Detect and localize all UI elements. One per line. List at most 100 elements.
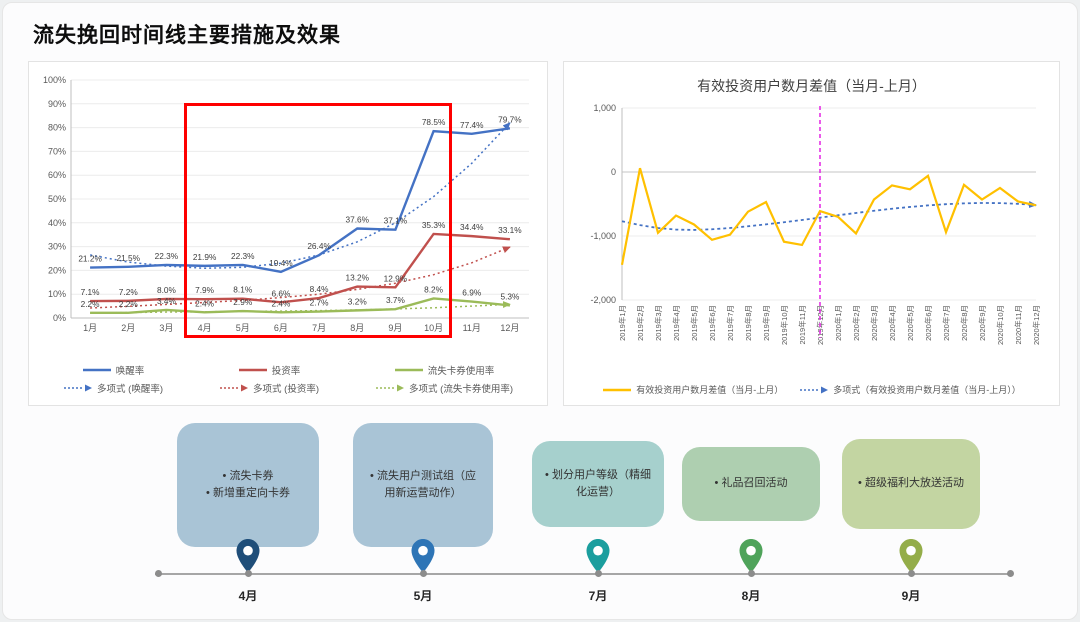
svg-text:2019年4月: 2019年4月: [671, 305, 681, 341]
svg-text:19.4%: 19.4%: [269, 258, 293, 268]
milestone-box: • 流失卡券 • 新增重定向卡券: [177, 423, 319, 547]
svg-text:26.4%: 26.4%: [307, 241, 331, 251]
milestone-box: • 礼品召回活动: [682, 447, 820, 521]
svg-text:7月: 7月: [312, 323, 326, 333]
timeline-line: [155, 573, 1011, 575]
svg-text:3.2%: 3.2%: [348, 296, 368, 306]
svg-text:8.2%: 8.2%: [424, 284, 444, 294]
page-title: 流失挽回时间线主要措施及效果: [33, 24, 341, 47]
timeline-month-label: 8月: [741, 589, 761, 603]
svg-text:6.6%: 6.6%: [271, 288, 291, 298]
svg-text:7.9%: 7.9%: [195, 285, 215, 295]
svg-text:-2,000: -2,000: [590, 295, 616, 305]
svg-text:2.4%: 2.4%: [195, 298, 215, 308]
svg-text:2019年7月: 2019年7月: [725, 305, 735, 341]
svg-text:33.1%: 33.1%: [498, 225, 522, 235]
diff-chart-title: 有效投资用户数月差值（当月-上月）: [697, 78, 926, 94]
milestone-item: • 划分用户等级（精细化运营）: [545, 468, 651, 498]
svg-text:2020年6月: 2020年6月: [923, 305, 933, 341]
svg-text:37.1%: 37.1%: [384, 216, 408, 226]
recall-chart-panel: 0% 10% 20% 30% 40% 50% 60% 70% 80% 90% 100% 1月 2月 3月 4…: [28, 61, 548, 406]
legend-item: 投资率: [238, 363, 300, 377]
svg-text:9月: 9月: [388, 323, 402, 333]
map-pin-icon: [236, 539, 260, 573]
timeline-month-label: 9月: [901, 589, 921, 603]
legend-label: 有效投资用户数月差值（当月-上月）: [636, 385, 784, 395]
milestone-item: • 流失卡券: [222, 469, 274, 482]
legend-item: 多项式 (投资率): [219, 381, 319, 395]
timeline-node-dot: [907, 570, 915, 577]
svg-text:50%: 50%: [48, 194, 66, 204]
diff-chart-canvas: 1,000 0 -1,000 -2,000 2019年1月 2019年2月 2019年3月 2…: [570, 100, 1053, 379]
svg-text:2019年1月: 2019年1月: [617, 305, 627, 341]
svg-text:70%: 70%: [48, 146, 66, 156]
timeline-end-dot: [1007, 570, 1014, 577]
svg-text:2.9%: 2.9%: [233, 297, 253, 307]
svg-text:21.5%: 21.5%: [116, 253, 140, 263]
svg-text:2020年4月: 2020年4月: [887, 305, 897, 341]
recall-chart-canvas: 0% 10% 20% 30% 40% 50% 60% 70% 80% 90% 100% 1月 2月 3月 4…: [35, 66, 541, 343]
milestone-box: • 划分用户等级（精细化运营）: [532, 441, 664, 527]
svg-text:21.9%: 21.9%: [193, 252, 217, 262]
svg-text:90%: 90%: [48, 99, 66, 109]
line-swatch-icon: [394, 368, 423, 372]
svg-text:5.3%: 5.3%: [500, 291, 520, 301]
milestone-item: • 流失用户测试组（应用新运营动作）: [370, 469, 476, 499]
line-swatch-icon: [238, 368, 267, 372]
svg-text:6.9%: 6.9%: [462, 288, 482, 298]
legend-item: 多项式 (唤醒率): [63, 381, 163, 395]
trend-line-swatch-icon: [220, 384, 249, 392]
svg-text:2020年12月: 2020年12月: [1031, 305, 1041, 345]
svg-text:2019年3月: 2019年3月: [653, 305, 663, 341]
svg-text:5月: 5月: [236, 323, 250, 333]
recall-legend-row-1: 唤醒率 投资率 流失卡券使用率: [35, 363, 541, 377]
legend-item: 唤醒率: [82, 363, 144, 377]
svg-text:2020年1月: 2020年1月: [833, 305, 843, 341]
svg-text:12月: 12月: [500, 323, 519, 333]
svg-text:35.3%: 35.3%: [422, 220, 446, 230]
timeline-node-dot: [244, 570, 252, 577]
recall-chart-svg: 0% 10% 20% 30% 40% 50% 60% 70% 80% 90% 100% 1月 2月 3月 4…: [43, 75, 529, 333]
line-swatch-icon: [603, 388, 632, 391]
svg-text:37.6%: 37.6%: [345, 215, 369, 225]
svg-text:2019年5月: 2019年5月: [689, 305, 699, 341]
milestone-item: • 礼品召回活动: [714, 477, 788, 490]
svg-text:8月: 8月: [350, 323, 364, 333]
svg-text:30%: 30%: [48, 242, 66, 252]
svg-text:2.2%: 2.2%: [81, 299, 101, 309]
milestone-item: • 超级福利大放送活动: [858, 477, 964, 490]
svg-text:2020年5月: 2020年5月: [905, 305, 915, 341]
svg-text:3.7%: 3.7%: [386, 295, 406, 305]
svg-text:2019年8月: 2019年8月: [743, 305, 753, 341]
svg-text:8.0%: 8.0%: [157, 285, 177, 295]
milestone-box: • 超级福利大放送活动: [842, 439, 980, 529]
legend-label: 流失卡券使用率: [427, 366, 495, 377]
svg-text:1,000: 1,000: [593, 103, 616, 113]
svg-text:12.9%: 12.9%: [384, 273, 408, 283]
legend-label: 多项式 (投资率): [253, 384, 319, 395]
svg-text:3.4%: 3.4%: [157, 296, 177, 306]
svg-text:77.4%: 77.4%: [460, 120, 484, 130]
svg-text:22.3%: 22.3%: [155, 251, 179, 261]
svg-text:100%: 100%: [43, 75, 66, 85]
map-pin-icon: [739, 539, 763, 573]
milestone-box: • 流失用户测试组（应用新运营动作）: [353, 423, 493, 547]
svg-text:-1,000: -1,000: [590, 231, 616, 241]
timeline-node-dot: [419, 570, 427, 577]
map-pin-icon: [899, 539, 923, 573]
svg-text:78.5%: 78.5%: [422, 117, 446, 127]
svg-text:6月: 6月: [274, 323, 288, 333]
legend-label: 多项式（有效投资用户数月差值（当月-上月））: [833, 385, 1021, 395]
svg-text:8.4%: 8.4%: [310, 284, 330, 294]
svg-text:22.3%: 22.3%: [231, 251, 255, 261]
investment-diff-panel: 有效投资用户数月差值（当月-上月） 1,000 0 -1,000 -2,000 2019…: [563, 61, 1060, 406]
legend-item: 多项式（有效投资用户数月差值（当月-上月））: [799, 383, 1021, 396]
timeline-month-label: 7月: [588, 589, 608, 603]
line-swatch-icon: [82, 368, 111, 372]
svg-text:7.2%: 7.2%: [119, 287, 139, 297]
svg-text:4月: 4月: [198, 323, 212, 333]
svg-text:3月: 3月: [159, 323, 173, 333]
highlight-rect: [184, 103, 452, 338]
svg-text:2020年8月: 2020年8月: [959, 305, 969, 341]
